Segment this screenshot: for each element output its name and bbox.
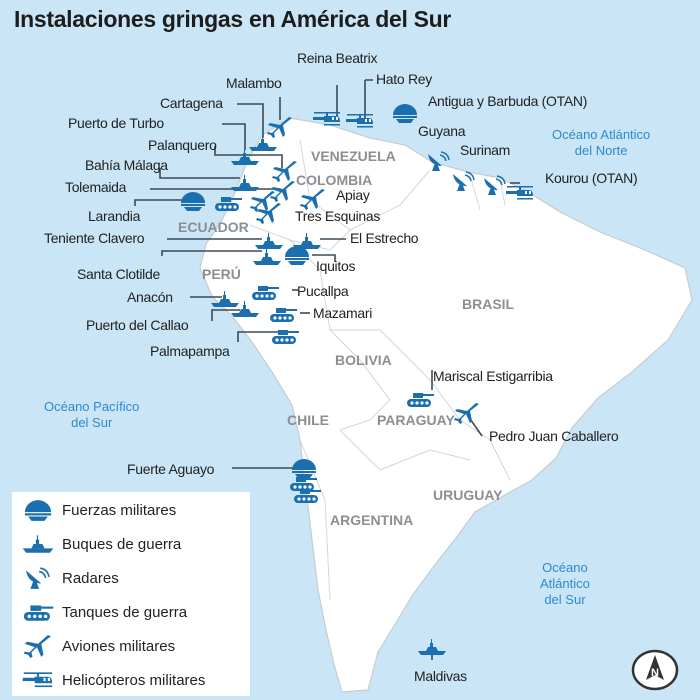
country-uruguay: URUGUAY [433,487,503,503]
site-label: Puerto del Callao [86,317,189,333]
legend-item-tanks: Tanques de guerra [20,600,187,624]
country-ecuador: ECUADOR [178,219,249,235]
site-label: Anacón [127,289,173,305]
site-label: Fuerte Aguayo [127,461,215,477]
site-label: Maldivas [414,668,467,684]
north-compass-icon: N [631,649,679,691]
helmet-icon [181,192,205,211]
legend-item-forces: Fuerzas militares [20,498,176,522]
site-label: Tolemaida [65,179,127,195]
country-bolivia: BOLIVIA [335,352,392,368]
radar-icon [20,566,56,590]
site-label: El Estrecho [350,230,419,246]
site-label: Mazamari [313,305,373,321]
site-label: Mariscal Estigarribia [433,368,553,384]
site-label: Reina Beatrix [297,50,378,66]
ocean-line: Océano [542,560,588,575]
site-label: Cartagena [160,95,223,111]
country-paraguay: PARAGUAY [377,412,455,428]
site-label: Teniente Clavero [44,230,145,246]
site-label: Larandia [88,208,141,224]
legend-label: Tanques de guerra [62,603,188,621]
legend-item-radars: Radares [20,566,119,590]
site-label: Pedro Juan Caballero [489,428,619,444]
legend-item-ships: Buques de guerra [20,532,181,556]
ocean-line: Océano Atlántico [552,127,651,142]
country-peru: PERÚ [202,266,241,282]
legend-label: Aviones militares [62,637,176,655]
site-label: Palmapampa [150,343,230,359]
site-label: Puerto de Turbo [68,115,164,131]
legend-label: Helicópteros militares [62,671,206,689]
tank-icon [20,600,56,624]
ocean-line: Océano Pacífico [44,399,140,414]
country-chile: CHILE [287,412,329,428]
country-argentina: ARGENTINA [330,512,414,528]
site-label: Palanquero [148,137,217,153]
ocean-line: del Norte [574,143,628,158]
site-label: Guyana [418,123,466,139]
site-label: Pucallpa [297,283,349,299]
ocean-line: Atlántico [540,576,590,591]
ocean-label-pacific-south: Océano Pacífico del Sur [44,399,139,431]
plane-icon [20,634,56,658]
country-venezuela: VENEZUELA [311,148,396,164]
helicopter-icon [20,668,56,692]
site-label: Antigua y Barbuda (OTAN) [428,93,588,109]
south-america-landmass [199,117,693,693]
legend-label: Radares [62,569,119,587]
site-label: Kourou (OTAN) [545,170,638,186]
helmet-icon [20,498,56,522]
ship-icon [418,639,446,655]
legend: Fuerzas militares Buques de guerra Radar… [12,492,250,696]
helicopter-icon [346,114,373,128]
site-label: Bahía Málaga [85,157,168,173]
ship-icon [20,532,56,556]
compass-letter: N [651,667,659,679]
site-label: Apiay [336,187,370,203]
site-label: Malambo [226,75,282,91]
ocean-label-atlantic-south: Océano Atlántico del Sur [540,560,590,608]
site-label: Santa Clotilde [77,266,160,282]
ocean-label-atlantic-north: Océano Atlántico del Norte [552,127,650,159]
ocean-line: del Sur [71,415,113,430]
legend-label: Fuerzas militares [62,501,177,519]
country-colombia: COLOMBIA [296,172,373,188]
legend-item-helicopters: Helicópteros militares [20,668,205,692]
ocean-line: del Sur [544,592,586,607]
site-label: Hato Rey [376,71,432,87]
country-borders [249,139,511,601]
site-label: Surinam [460,142,511,158]
site-label: Tres Esquinas [295,208,381,224]
helmet-icon [393,104,417,123]
site-label: Iquitos [316,258,356,274]
map-title: Instalaciones gringas en América del Sur [14,6,452,32]
country-brasil: BRASIL [462,296,515,312]
legend-label: Buques de guerra [62,535,182,553]
legend-item-planes: Aviones militares [20,634,175,658]
